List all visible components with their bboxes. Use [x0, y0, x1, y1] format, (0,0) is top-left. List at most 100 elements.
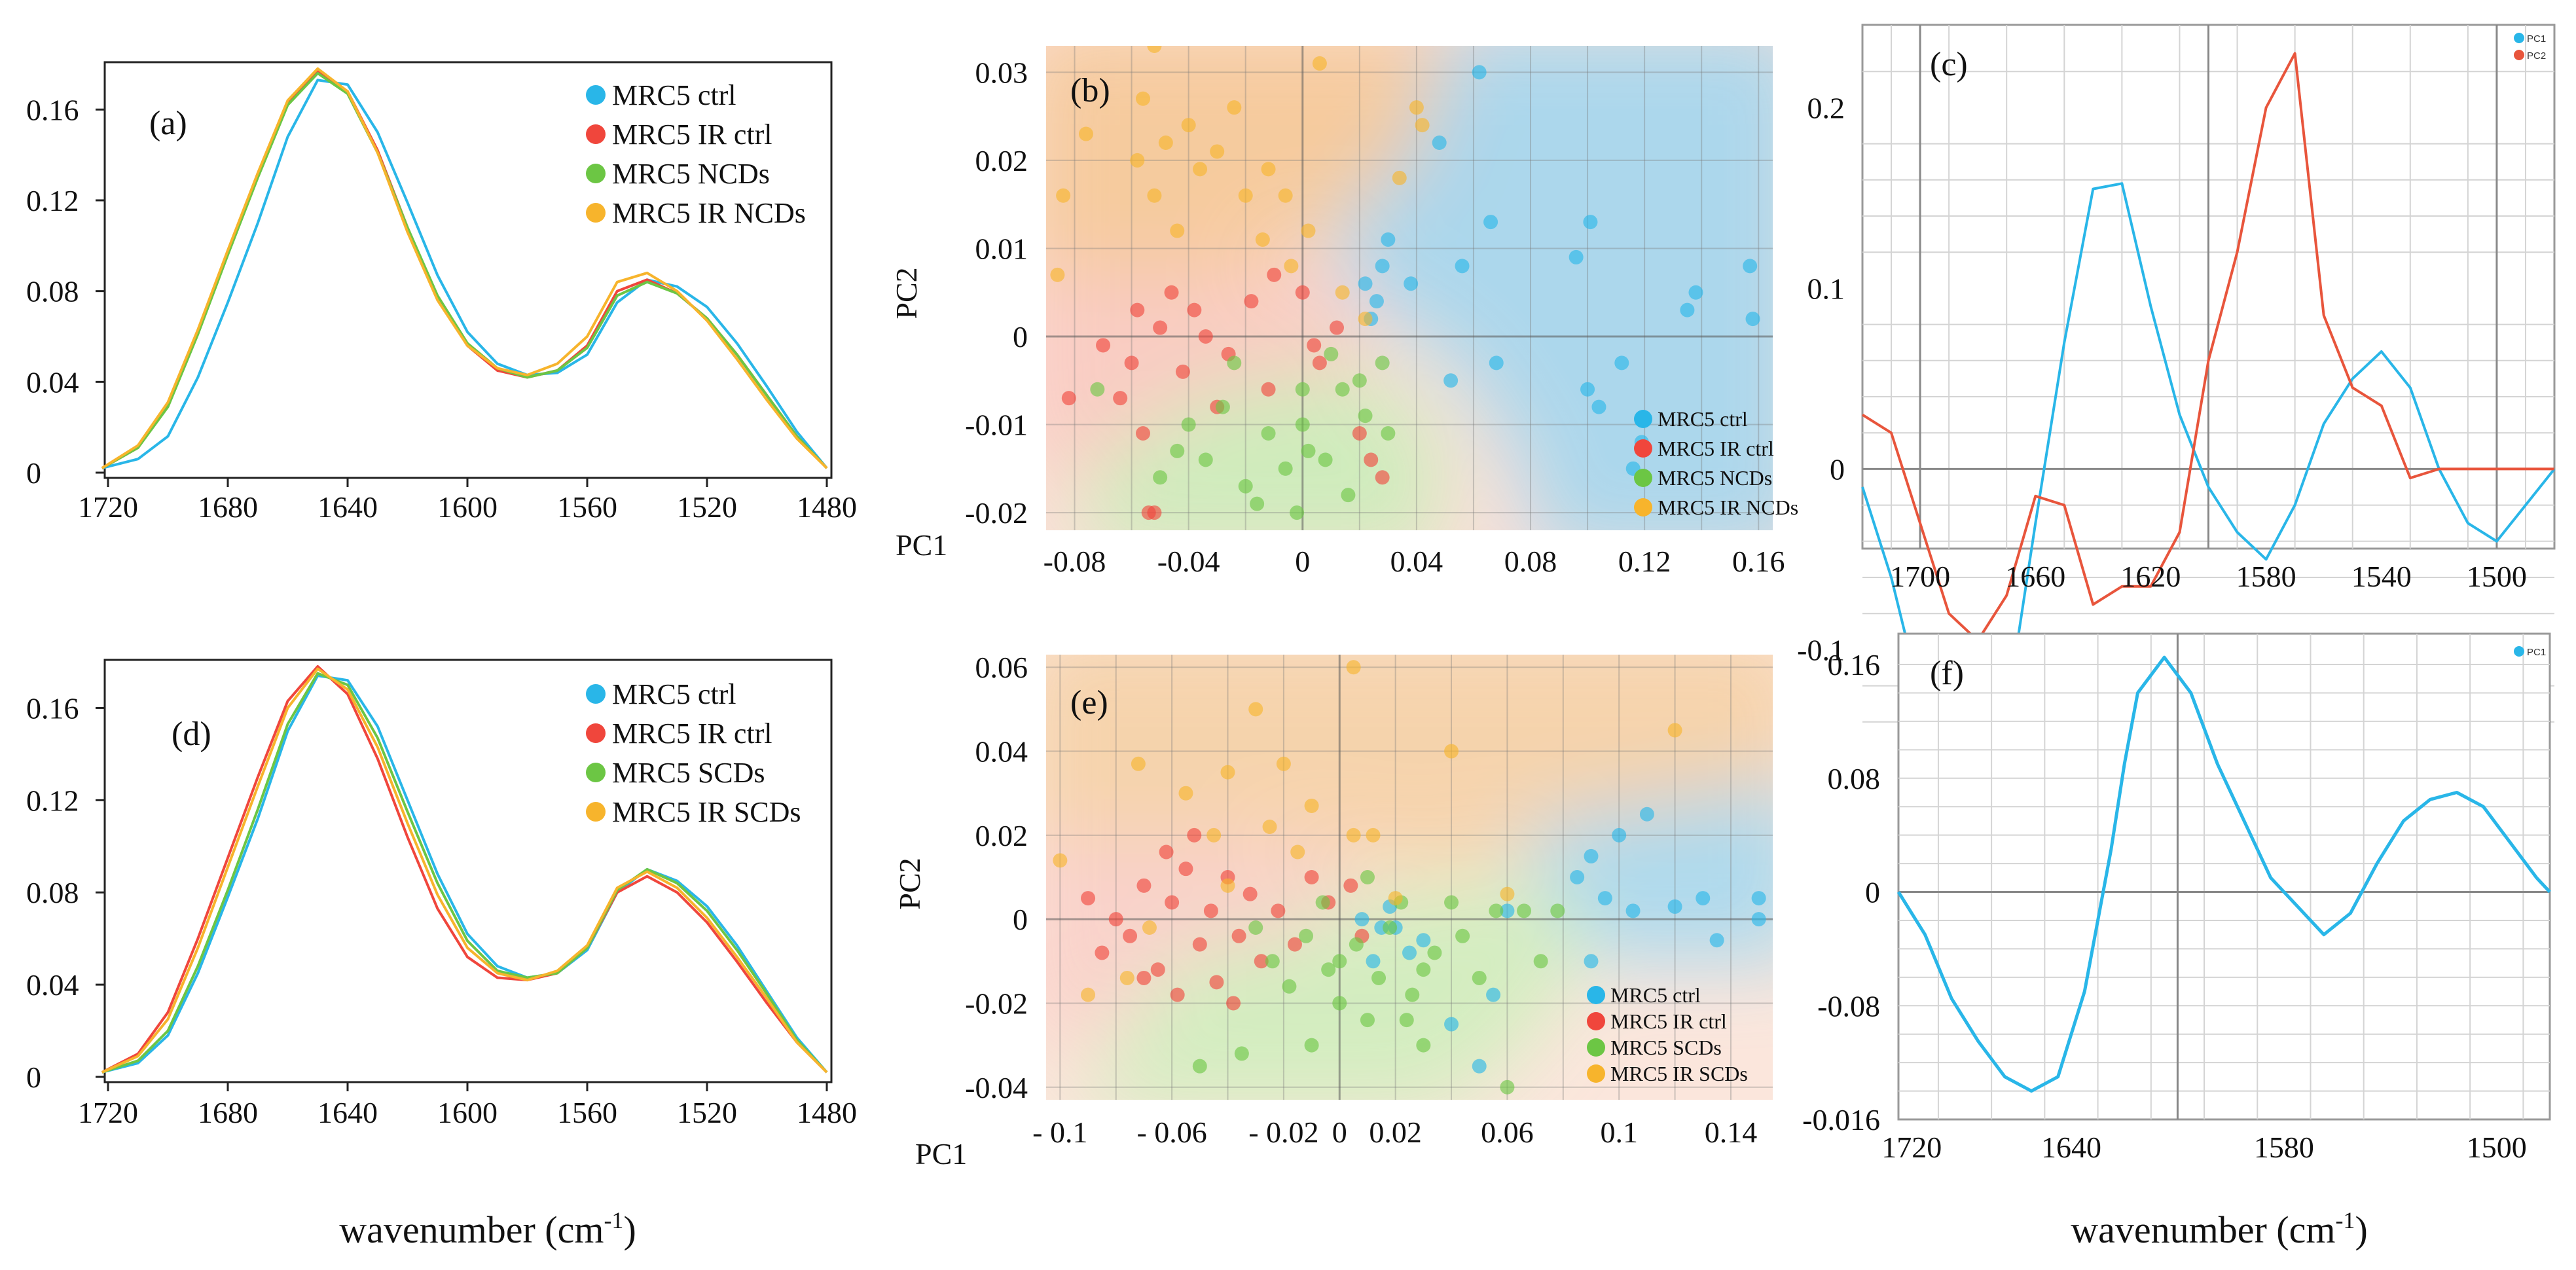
legend-label: MRC5 IR ctrl	[612, 118, 772, 151]
point-mrc5-scds	[1416, 1038, 1431, 1053]
point-mrc5-ir-ctrl	[1136, 970, 1152, 985]
point-mrc5-ir-ctrl	[1312, 355, 1327, 371]
point-mrc5-scds	[1265, 954, 1280, 969]
legend: MRC5 ctrl MRC5 IR ctrl MRC5 NCDs MRC5 IR NC…	[1634, 407, 1798, 519]
point-mrc5-ncds	[1215, 399, 1230, 414]
point-mrc5-ir-ctrl	[1304, 870, 1319, 884]
y-tick-label: 0.01	[975, 232, 1028, 265]
point-mrc5-scds	[1371, 970, 1387, 985]
point-mrc5-ir-ncds	[1238, 188, 1253, 203]
x-tick-label: 0.04	[1390, 545, 1443, 578]
point-mrc5-ir-ctrl	[1175, 364, 1190, 379]
point-mrc5-ir-ncds	[1147, 46, 1162, 53]
point-mrc5-ir-scds	[1053, 853, 1068, 868]
point-mrc5-scds	[1455, 928, 1470, 943]
panel-label: (b)	[1070, 72, 1110, 109]
x-tick-label: 1520	[677, 1096, 737, 1129]
legend-marker	[1587, 1038, 1605, 1057]
x-tick-label: 1680	[198, 1096, 258, 1129]
point-mrc5-ir-ctrl	[1243, 886, 1258, 901]
point-mrc5-ctrl	[1597, 891, 1612, 906]
point-mrc5-ir-ctrl	[1164, 285, 1179, 300]
y-tick-label: 0.16	[26, 93, 79, 126]
point-mrc5-ir-ctrl	[1130, 302, 1145, 318]
legend-marker	[586, 763, 606, 782]
point-mrc5-ir-ncds	[1227, 100, 1242, 115]
point-mrc5-ncds	[1301, 443, 1316, 458]
point-mrc5-ir-scds	[1500, 886, 1515, 901]
point-mrc5-ctrl	[1614, 355, 1629, 371]
y-tick-label: 0.12	[26, 784, 79, 817]
point-mrc5-ir-ctrl	[1095, 945, 1110, 960]
point-mrc5-ctrl	[1584, 848, 1599, 863]
point-mrc5-ncds	[1295, 382, 1310, 397]
legend-label: MRC5 NCDs	[1658, 466, 1772, 490]
point-mrc5-ir-scds	[1304, 798, 1319, 813]
legend-label: MRC5 IR ctrl	[1658, 437, 1774, 460]
point-mrc5-ir-ncds	[1409, 100, 1424, 115]
point-mrc5-scds	[1405, 987, 1420, 1002]
legend-marker	[2514, 50, 2524, 60]
y-axis-label: PC2	[890, 267, 923, 319]
legend-marker	[586, 203, 606, 223]
legend-marker	[1587, 1012, 1605, 1030]
y-tick-label: -0.016	[1802, 1103, 1880, 1136]
point-mrc5-ir-scds	[1276, 756, 1291, 771]
point-mrc5-ncds	[1290, 505, 1305, 520]
point-mrc5-scds	[1533, 954, 1548, 969]
x-tick-label: 1520	[677, 490, 737, 524]
x-tick-label: 1620	[2120, 560, 2181, 593]
point-mrc5-ctrl	[1443, 373, 1459, 388]
panel-e: - 0.1 - 0.06 - 0.02 0 0.02 0.06 0.1 0.14 0.06 0.…	[893, 651, 1773, 1170]
y-tick-label: 0.02	[975, 819, 1028, 852]
point-mrc5-ctrl	[1580, 382, 1595, 397]
point-mrc5-ncds	[1358, 408, 1373, 424]
point-mrc5-scds	[1304, 1038, 1319, 1053]
point-mrc5-ir-scds	[1131, 756, 1146, 771]
panel-label: (c)	[1930, 46, 1968, 83]
point-mrc5-ir-ctrl	[1261, 382, 1276, 397]
x-tick-label: 0	[1332, 1116, 1347, 1149]
point-mrc5-ir-ctrl	[1271, 903, 1286, 918]
legend: MRC5 ctrl MRC5 IR ctrl MRC5 NCDs MRC5 IR NC…	[586, 79, 806, 229]
y-tick-label: 0.04	[26, 968, 79, 1002]
plot-frame	[1897, 632, 2551, 1121]
legend-label: MRC5 SCDs	[1610, 1036, 1722, 1059]
panel-f: 1720 1640 1580 1500 0.16 0.08 0 -0.08 -0.016 (f…	[1802, 632, 2551, 1164]
point-mrc5-ir-ncds	[1358, 312, 1373, 327]
point-mrc5-ir-ncds	[1392, 170, 1407, 185]
point-mrc5-ir-ctrl	[1147, 505, 1162, 520]
panel-label: (d)	[172, 716, 211, 753]
point-mrc5-ir-ctrl	[1287, 937, 1302, 952]
series-line-mrc5-ir-ctrl	[101, 665, 828, 1074]
point-mrc5-ir-ncds	[1255, 232, 1270, 247]
point-mrc5-ctrl	[1743, 259, 1758, 274]
point-mrc5-ir-ctrl	[1136, 878, 1152, 893]
legend: PC1	[2514, 646, 2546, 658]
point-mrc5-ir-scds	[1220, 878, 1235, 893]
legend-marker	[586, 164, 606, 183]
x-tick-label: 1500	[2467, 1131, 2527, 1164]
x-tick-label: 1720	[78, 490, 138, 524]
point-mrc5-ir-ctrl	[1209, 975, 1224, 990]
x-tick-label: 1500	[2467, 560, 2527, 593]
point-mrc5-ctrl	[1667, 899, 1682, 914]
y-tick-label: -0.01	[965, 408, 1028, 442]
point-mrc5-scds	[1489, 903, 1504, 918]
point-mrc5-ir-ctrl	[1187, 302, 1202, 318]
y-tick-label: 0.02	[975, 144, 1028, 177]
y-tick-label: 0.03	[975, 56, 1028, 89]
point-mrc5-ctrl	[1745, 312, 1760, 327]
x-tick-label: 1540	[2351, 560, 2412, 593]
series-line-mrc5-ir-scds	[101, 667, 828, 1074]
point-mrc5-ncds	[1181, 417, 1196, 432]
legend-label: MRC5 NCDs	[612, 158, 770, 190]
point-mrc5-scds	[1472, 970, 1487, 985]
legend-label: MRC5 IR NCDs	[1658, 496, 1798, 519]
point-mrc5-ctrl	[1483, 215, 1498, 230]
point-mrc5-scds	[1550, 903, 1565, 918]
point-mrc5-ir-ctrl	[1159, 844, 1174, 860]
point-mrc5-scds	[1427, 945, 1442, 960]
point-mrc5-ir-ctrl	[1096, 338, 1111, 353]
legend-marker	[1634, 439, 1652, 458]
